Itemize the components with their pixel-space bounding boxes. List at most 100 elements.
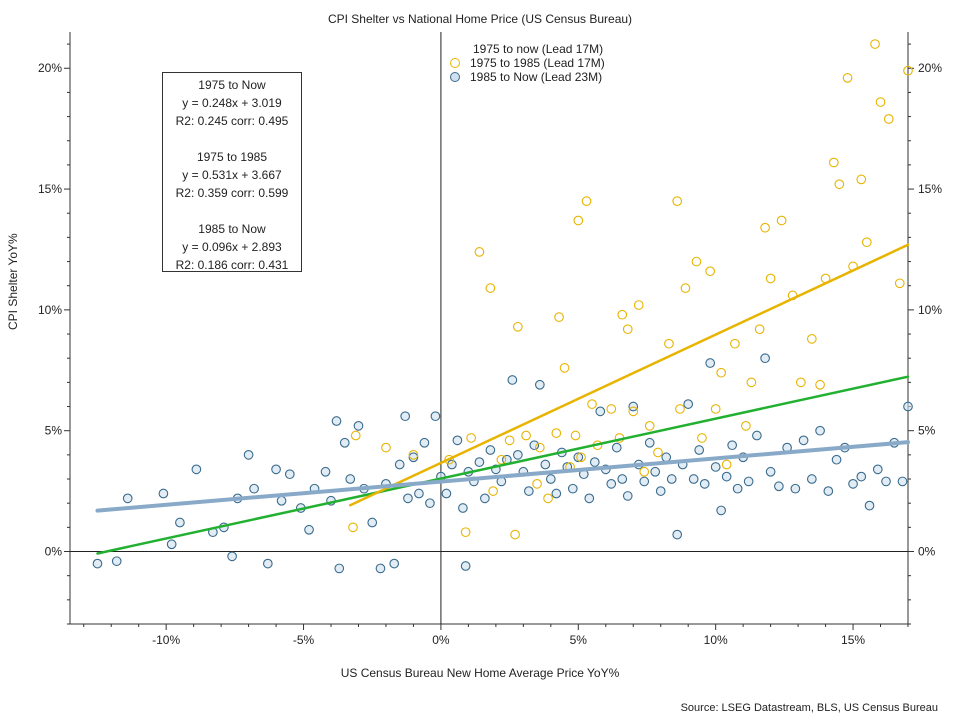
stats-1975-now-title: 1975 to Now	[198, 78, 266, 92]
point-1985-now	[389, 558, 400, 569]
stats-1975-now-equation: y = 0.248x + 3.019	[182, 96, 282, 110]
point-1985-now	[573, 452, 584, 463]
y-tick-label-right: 15%	[918, 182, 942, 196]
point-1975-1985	[460, 527, 471, 538]
stats-1975-1985-r2: R2: 0.359 corr: 0.599	[175, 186, 289, 200]
legend-item-1985-now: 1985 to Now (Lead 23M)	[440, 70, 605, 84]
point-1985-now	[419, 437, 430, 448]
point-1985-now	[666, 474, 677, 484]
legend-label-1975-1985: 1975 to 1985 (Lead 17M)	[470, 56, 605, 70]
point-1985-now	[622, 491, 633, 501]
point-1975-1985	[746, 377, 757, 388]
point-1985-now	[243, 450, 254, 460]
point-1985-now	[545, 474, 556, 484]
point-1985-now	[403, 493, 413, 504]
point-1985-now	[727, 440, 738, 451]
y-tick-label-right: 0%	[918, 545, 936, 559]
point-1985-now	[848, 479, 858, 489]
point-1985-now	[872, 464, 883, 475]
point-1985-now	[271, 464, 281, 475]
x-tick-label: 15%	[841, 633, 865, 647]
point-1975-1985	[697, 433, 707, 443]
point-1975-1985	[870, 39, 880, 49]
point-1975-1985	[587, 399, 597, 409]
point-1985-now	[111, 556, 122, 567]
point-1975-1985	[776, 215, 787, 226]
point-1985-now	[441, 488, 452, 499]
point-1985-now	[688, 474, 699, 484]
point-1985-now	[122, 493, 133, 504]
point-1975-1985	[573, 215, 584, 226]
point-1985-now	[92, 558, 103, 569]
point-1985-now	[304, 524, 314, 535]
legend-item-1975-1985: 1975 to 1985 (Lead 17M)	[440, 56, 605, 70]
point-1985-now	[345, 474, 356, 484]
regression-stats-box: 1975 to Now y = 0.248x + 3.019 R2: 0.245…	[162, 72, 302, 272]
point-1985-now	[655, 486, 666, 496]
point-1975-1985	[510, 529, 520, 540]
point-1985-now	[474, 457, 485, 467]
point-1975-1985	[644, 421, 655, 431]
point-1985-now	[672, 529, 683, 540]
point-1985-now	[903, 401, 913, 412]
point-1985-now	[589, 457, 600, 467]
point-1985-now	[191, 464, 202, 475]
point-1975-1985	[760, 222, 770, 233]
point-1975-1985	[828, 157, 839, 168]
point-1975-1985	[795, 377, 806, 388]
point-1985-now	[320, 466, 331, 477]
point-1985-now	[721, 471, 732, 482]
point-1985-now	[485, 445, 496, 455]
point-1975-1985	[534, 442, 545, 453]
point-1975-1985	[606, 404, 617, 414]
point-1975-1985	[639, 466, 650, 477]
fit-line-1985-to-now	[95, 440, 910, 513]
point-1975-1985	[716, 367, 727, 378]
point-1975-1985	[466, 433, 476, 443]
point-1985-now	[716, 505, 727, 516]
point-1975-1985	[730, 338, 740, 349]
point-1985-now	[529, 440, 540, 451]
legend-label-1985-now: 1985 to Now (Lead 23M)	[470, 70, 603, 84]
point-1975-1985	[664, 338, 674, 349]
point-1985-now	[774, 481, 784, 492]
legend-marker-yellow-icon	[450, 58, 460, 68]
point-1985-now	[864, 500, 875, 511]
point-1975-1985	[875, 97, 886, 107]
stats-1975-1985-title: 1975 to 1985	[196, 150, 268, 164]
y-tick-label-left: 0%	[45, 545, 63, 559]
point-1985-now	[897, 476, 908, 487]
point-1975-1985	[815, 379, 825, 390]
point-1985-now	[394, 459, 405, 470]
point-1985-now	[447, 459, 457, 470]
point-1975-1985	[622, 324, 633, 335]
point-1975-1985	[581, 196, 592, 206]
point-1985-now	[881, 476, 891, 487]
point-1985-now	[480, 493, 490, 504]
y-tick-label-right: 5%	[918, 424, 936, 438]
point-1985-now	[523, 486, 534, 496]
y-tick-label-left: 20%	[38, 61, 62, 75]
point-1975-1985	[576, 452, 586, 463]
point-1985-now	[661, 452, 672, 463]
point-1985-now	[512, 450, 523, 460]
point-1975-1985	[653, 447, 663, 458]
stats-1985-now-equation: y = 0.096x + 2.893	[182, 240, 282, 254]
point-1985-now	[806, 474, 817, 484]
point-1985-now	[760, 353, 770, 364]
legend-header: 1975 to now (Lead 17M)	[473, 42, 604, 56]
point-1975-1985	[559, 363, 570, 373]
point-1985-now	[158, 488, 169, 499]
point-1975-1985	[521, 430, 531, 441]
point-1975-1985	[474, 247, 485, 257]
fit-line-1975-to-now	[96, 375, 910, 555]
y-tick-label-left: 10%	[38, 303, 62, 317]
chart-title: CPI Shelter vs National Home Price (US C…	[327, 12, 633, 26]
point-1985-now	[650, 466, 661, 477]
point-1975-1985	[765, 273, 776, 284]
point-1975-1985	[488, 486, 498, 496]
point-1975-1985	[721, 459, 732, 470]
point-1975-1985	[705, 266, 716, 277]
point-1975-1985	[741, 421, 751, 431]
point-1985-now	[856, 471, 867, 482]
